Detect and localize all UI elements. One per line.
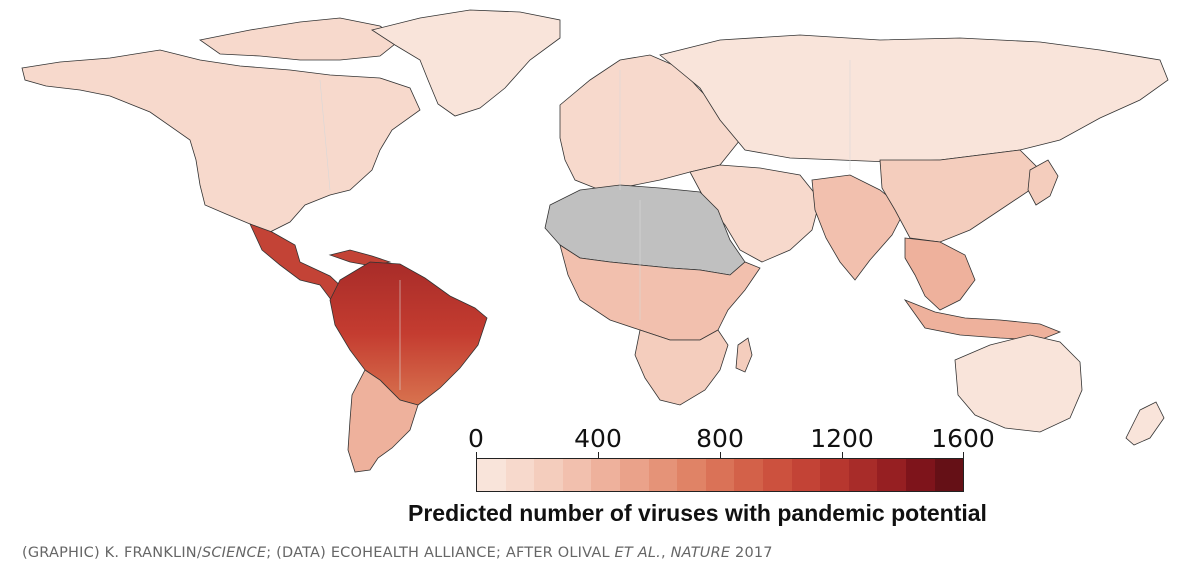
- legend-color-scale: [476, 458, 964, 492]
- legend-swatch: [534, 459, 563, 491]
- credit-part: SCIENCE: [201, 545, 267, 561]
- credit-part: 2017: [730, 545, 773, 561]
- region-south-america-south: [347, 369, 419, 473]
- region-south-america-north: [329, 261, 488, 406]
- legend-swatch: [820, 459, 849, 491]
- region-south-asia: [811, 174, 906, 281]
- credit-part: ,: [660, 545, 671, 561]
- legend-tick-0: 0: [468, 424, 484, 453]
- region-japan: [1027, 159, 1059, 206]
- region-north-america: [21, 49, 421, 233]
- legend-tick-400: 400: [574, 424, 622, 453]
- legend-swatch: [791, 459, 821, 491]
- region-greenland: [371, 9, 561, 117]
- legend-swatch: [734, 459, 763, 491]
- region-arctic-islands: [199, 17, 401, 61]
- region-indonesia: [903, 299, 1062, 341]
- credit-part: NATURE: [670, 545, 731, 561]
- region-east-asia: [879, 149, 1041, 243]
- legend-swatch: [477, 459, 506, 491]
- legend-tick-1600: 1600: [931, 424, 995, 453]
- legend-swatch: [934, 459, 964, 491]
- legend-swatch: [648, 459, 678, 491]
- country-borders: [319, 60, 851, 390]
- credit-part: ; (DATA) ECOHEALTH ALLIANCE; AFTER OLIVA…: [266, 545, 615, 561]
- source-credit: (GRAPHIC) K. FRANKLIN/SCIENCE; (DATA) EC…: [22, 545, 773, 561]
- legend-title: Predicted number of viruses with pandemi…: [408, 500, 987, 526]
- region-new-zealand: [1125, 401, 1165, 446]
- legend-tickmark: [720, 452, 721, 460]
- legend-tickmark: [476, 452, 477, 460]
- region-southeast-asia: [904, 237, 976, 311]
- legend-tickmark: [963, 452, 964, 460]
- legend-tick-1200: 1200: [810, 424, 874, 453]
- legend-swatch: [562, 459, 592, 491]
- region-australia: [954, 334, 1083, 433]
- legend-swatch: [677, 459, 706, 491]
- legend-swatch: [619, 459, 649, 491]
- legend-swatch: [591, 459, 620, 491]
- legend-tick-800: 800: [696, 424, 744, 453]
- legend-swatch: [505, 459, 535, 491]
- legend-swatch: [905, 459, 935, 491]
- legend-swatch: [705, 459, 735, 491]
- region-russia-asia-north: [659, 34, 1169, 163]
- region-madagascar: [735, 337, 753, 373]
- legend-swatch: [848, 459, 878, 491]
- credit-part: (GRAPHIC) K. FRANKLIN/: [22, 545, 202, 561]
- region-africa-south: [634, 329, 729, 406]
- legend-tickmark: [842, 452, 843, 460]
- legend-swatch: [762, 459, 792, 491]
- legend-tickmark: [598, 452, 599, 460]
- credit-part: ET AL.: [614, 545, 661, 561]
- legend-swatch: [877, 459, 906, 491]
